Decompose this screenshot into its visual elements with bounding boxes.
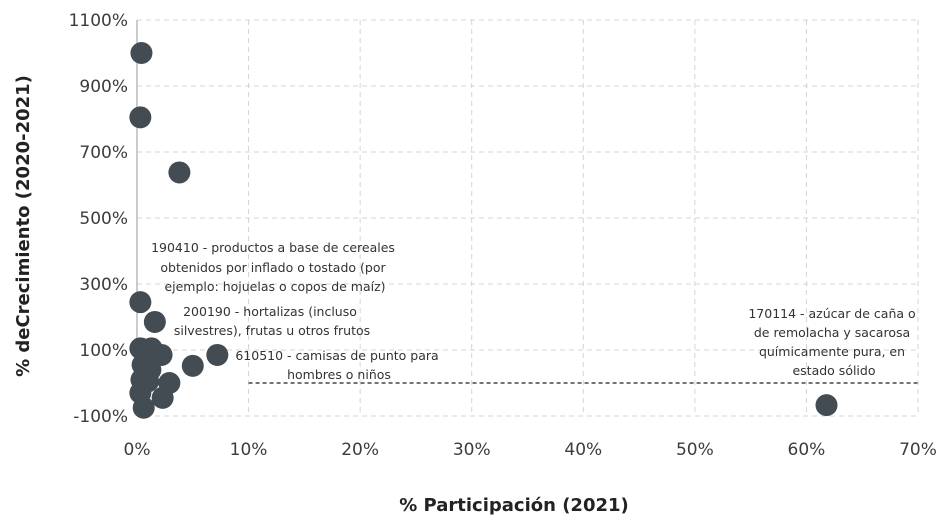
y-tick-label: 700%: [79, 143, 128, 163]
x-tick-label: 30%: [453, 440, 491, 460]
annotation-170114-line: estado sólido: [792, 363, 875, 378]
x-tick-label: 70%: [899, 440, 937, 460]
annotation-200190: 200190 - hortalizas (incluso silvestres)…: [174, 304, 370, 338]
annotation-610510-line: 610510 - camisas de punto para: [235, 348, 438, 363]
x-tick-label: 60%: [788, 440, 826, 460]
y-tick-label: 100%: [79, 341, 128, 361]
x-axis-ticks: 0% 10% 20% 30% 40% 50% 60% 70%: [124, 440, 937, 460]
x-axis-title: % Participación (2021): [399, 495, 629, 516]
data-points: [129, 42, 838, 419]
y-axis-ticks: -100% 100% 300% 500% 700% 900% 1100%: [69, 11, 128, 427]
y-tick-label: -100%: [73, 407, 128, 427]
annotation-170114-line: de remolacha y sacarosa: [754, 325, 910, 340]
x-tick-label: 0%: [124, 440, 151, 460]
annotation-170114-line: químicamente pura, en: [759, 344, 905, 359]
annotation-190410: 190410 - productos a base de cereales ob…: [151, 240, 399, 294]
annotation-200190-line: silvestres), frutas u otros frutos: [174, 323, 370, 338]
data-point: [129, 106, 152, 129]
annotation-190410-line: 190410 - productos a base de cereales: [151, 240, 395, 255]
annotation-190410-line: ejemplo: hojuelas o copos de maíz): [164, 279, 385, 294]
y-tick-label: 300%: [79, 275, 128, 295]
data-point: [129, 291, 152, 314]
data-point: [132, 396, 155, 419]
data-point: [181, 354, 204, 377]
annotation-610510: 610510 - camisas de punto para hombres o…: [235, 348, 442, 382]
grid: [137, 19, 919, 417]
data-point: [815, 394, 838, 417]
x-tick-label: 50%: [676, 440, 714, 460]
x-tick-label: 40%: [564, 440, 602, 460]
data-point: [130, 42, 153, 64]
y-tick-label: 900%: [79, 77, 128, 97]
data-point: [143, 310, 166, 333]
data-point: [151, 386, 174, 409]
y-axis-title: % deCrecimiento (2020-2021): [13, 75, 34, 377]
annotation-200190-line: 200190 - hortalizas (incluso: [183, 304, 357, 319]
data-point: [206, 343, 229, 366]
annotation-170114-line: 170114 - azúcar de caña o: [748, 306, 915, 321]
y-tick-label: 1100%: [69, 11, 128, 31]
annotation-170114: 170114 - azúcar de caña o de remolacha y…: [748, 306, 919, 378]
y-tick-label: 500%: [79, 209, 128, 229]
x-tick-label: 20%: [341, 440, 379, 460]
data-point: [168, 161, 191, 184]
annotation-610510-line: hombres o niños: [287, 367, 391, 382]
annotation-190410-line: obtenidos por inflado o tostado (por: [160, 260, 386, 275]
x-tick-label: 10%: [230, 440, 268, 460]
